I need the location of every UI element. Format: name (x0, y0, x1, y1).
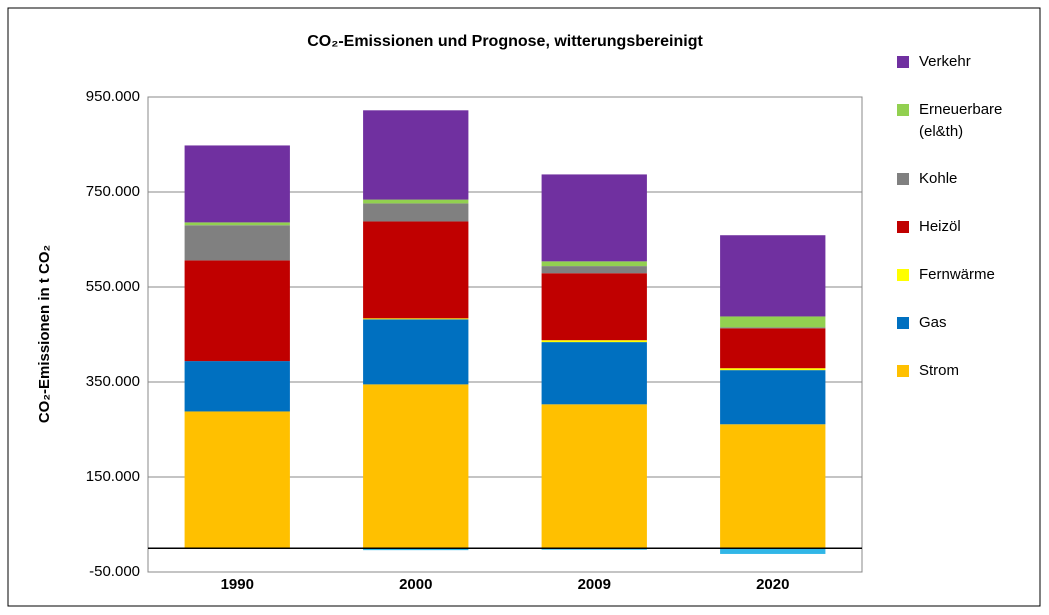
legend-swatch (897, 221, 909, 233)
legend-item: Strom (897, 360, 999, 382)
legend-swatch (897, 317, 909, 329)
bar-segment (720, 316, 826, 328)
bar-segment (184, 411, 290, 549)
bar-segment (363, 318, 469, 320)
legend-label: Erneuerbare (el&th) (919, 101, 1003, 140)
legend-item: Heizöl (897, 216, 999, 238)
legend-swatch (897, 56, 909, 68)
y-tick-label: -50.000 (89, 563, 140, 580)
legend-label: Kohle (919, 170, 958, 187)
bar-segment (541, 174, 647, 262)
y-tick-label: 550.000 (86, 278, 140, 295)
legend-label: Fernwärme (919, 266, 995, 283)
legend-swatch (897, 173, 909, 185)
legend-label: Gas (919, 314, 947, 331)
bar-segment (184, 225, 290, 261)
legend-item: Erneuerbare (el&th) (897, 99, 1003, 143)
y-tick-label: 750.000 (86, 183, 140, 200)
legend-item: Verkehr (897, 51, 999, 73)
bar-segment (363, 110, 469, 200)
legend-item: Gas (897, 312, 999, 334)
bar-segment (541, 266, 647, 274)
bar-segment (541, 342, 647, 405)
chart-title: CO₂-Emissionen und Prognose, witterungsb… (307, 33, 703, 50)
bar-segment (184, 361, 290, 412)
bar-segment (363, 548, 469, 551)
x-tick-label: 2009 (578, 576, 611, 593)
legend-swatch (897, 365, 909, 377)
bar-segment (363, 384, 469, 549)
bar-segment (184, 222, 290, 226)
legend-swatch (897, 269, 909, 281)
legend-label: Heizöl (919, 218, 961, 235)
legend-label: Strom (919, 362, 960, 379)
bar-segment (541, 404, 647, 549)
y-tick-label: 150.000 (86, 468, 140, 485)
legend-item: Fernwärme (897, 264, 999, 286)
bar-segment (184, 145, 290, 223)
y-tick-label: 350.000 (86, 373, 140, 390)
legend-label: Verkehr (919, 53, 971, 70)
bar-segment (720, 424, 826, 549)
x-tick-label: 1990 (221, 576, 254, 593)
y-tick-label: 950.000 (86, 88, 140, 105)
legend-swatch (897, 104, 909, 116)
bar-segment (720, 327, 826, 329)
bar-segment (363, 221, 469, 319)
bar-segment (541, 340, 647, 343)
bar-segment (720, 370, 826, 425)
chart-border (7, 7, 1041, 607)
bar-segment (720, 548, 826, 554)
plot-frame (147, 96, 863, 573)
bar-segment (541, 273, 647, 341)
bar-segment (363, 319, 469, 385)
x-tick-label: 2020 (756, 576, 789, 593)
bar-segment (720, 235, 826, 317)
legend-item: Kohle (897, 168, 999, 190)
bar-segment (363, 199, 469, 204)
bar-segment (363, 203, 469, 222)
bar-segment (720, 328, 826, 369)
bar-segment (541, 261, 647, 267)
bar-segment (184, 260, 290, 362)
y-axis-label: CO₂-Emissionen in t CO₂ (36, 245, 53, 423)
bar-segment (720, 368, 826, 371)
x-tick-label: 2000 (399, 576, 432, 593)
